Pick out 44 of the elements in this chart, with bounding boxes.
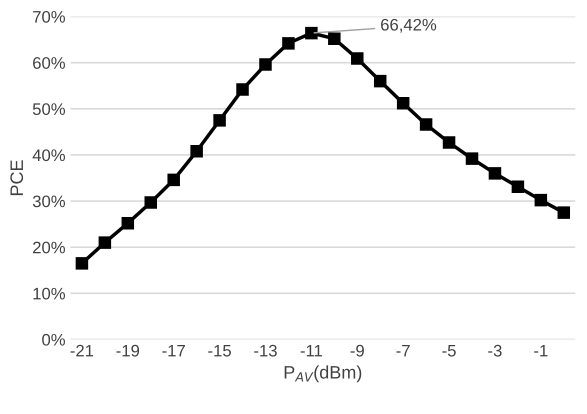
point xyxy=(259,58,272,71)
y-tick-label: 40% xyxy=(32,149,65,162)
y-tick-label: 60% xyxy=(33,57,65,69)
point xyxy=(144,196,158,209)
x-tick-label: -17 xyxy=(162,344,185,356)
point xyxy=(282,37,295,50)
x-tick-label: -13 xyxy=(254,344,277,357)
y-tick-label: 20% xyxy=(33,242,65,254)
x-axis-title: P$_{AV}$(dBm) xyxy=(284,365,362,382)
x-tick-label: -5 xyxy=(442,344,456,357)
y-tick-label: 30% xyxy=(32,195,65,208)
point xyxy=(236,83,249,96)
point xyxy=(442,136,456,149)
x-tick-label: -21 xyxy=(70,344,94,356)
x-tick-label: -7 xyxy=(396,344,410,356)
y-tick-label: 10% xyxy=(33,288,65,300)
point xyxy=(374,74,386,88)
y-tick-label: 50% xyxy=(32,103,65,116)
point xyxy=(534,194,548,206)
point xyxy=(351,52,364,65)
point xyxy=(190,145,203,158)
x-tick-label: -9 xyxy=(350,344,364,357)
annotation: 66,42% xyxy=(381,18,436,33)
x-tick-label: -11 xyxy=(300,344,322,356)
point xyxy=(558,206,570,219)
point xyxy=(98,236,112,249)
point xyxy=(512,180,524,194)
x-tick-label: -3 xyxy=(488,344,502,357)
point xyxy=(76,257,88,270)
y-axis-title: PCE xyxy=(10,160,24,196)
y-tick-label: 0% xyxy=(42,334,65,346)
point xyxy=(488,167,502,180)
y-tick-label: 70% xyxy=(33,10,65,23)
point xyxy=(420,118,432,131)
point xyxy=(466,152,478,165)
point xyxy=(213,114,226,127)
point xyxy=(328,32,341,45)
x-tick-label: -19 xyxy=(116,344,140,357)
point xyxy=(305,26,318,40)
x-tick-label: -15 xyxy=(208,344,231,357)
x-tick-label: -1 xyxy=(534,344,548,356)
point xyxy=(122,216,134,230)
point xyxy=(167,174,180,186)
point xyxy=(396,97,410,110)
